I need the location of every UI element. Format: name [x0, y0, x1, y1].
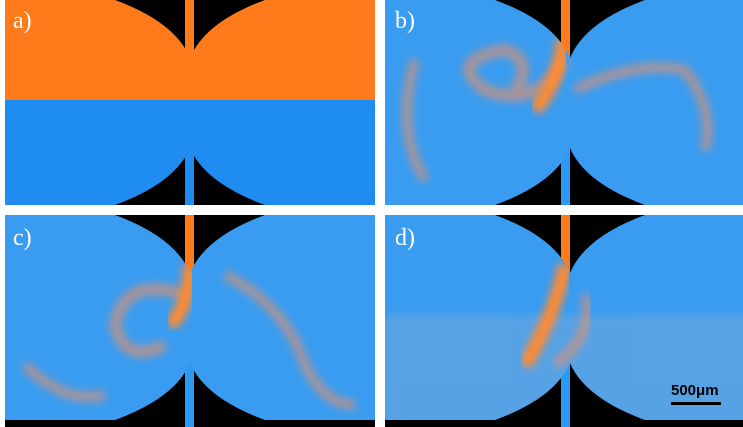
scale-bar-label: 500μm — [671, 382, 719, 399]
panel-label: a) — [13, 8, 32, 34]
scale-bar — [671, 402, 721, 405]
panel-c: c) — [5, 215, 375, 427]
figure: a) b) c) — [0, 0, 743, 427]
panel-b: b) — [385, 0, 743, 205]
panel-label: d) — [395, 225, 415, 251]
panel-label: c) — [13, 225, 32, 251]
panel-label: b) — [395, 8, 415, 34]
panel-d: d) 500μm — [385, 215, 743, 427]
panel-a: a) — [5, 0, 375, 205]
